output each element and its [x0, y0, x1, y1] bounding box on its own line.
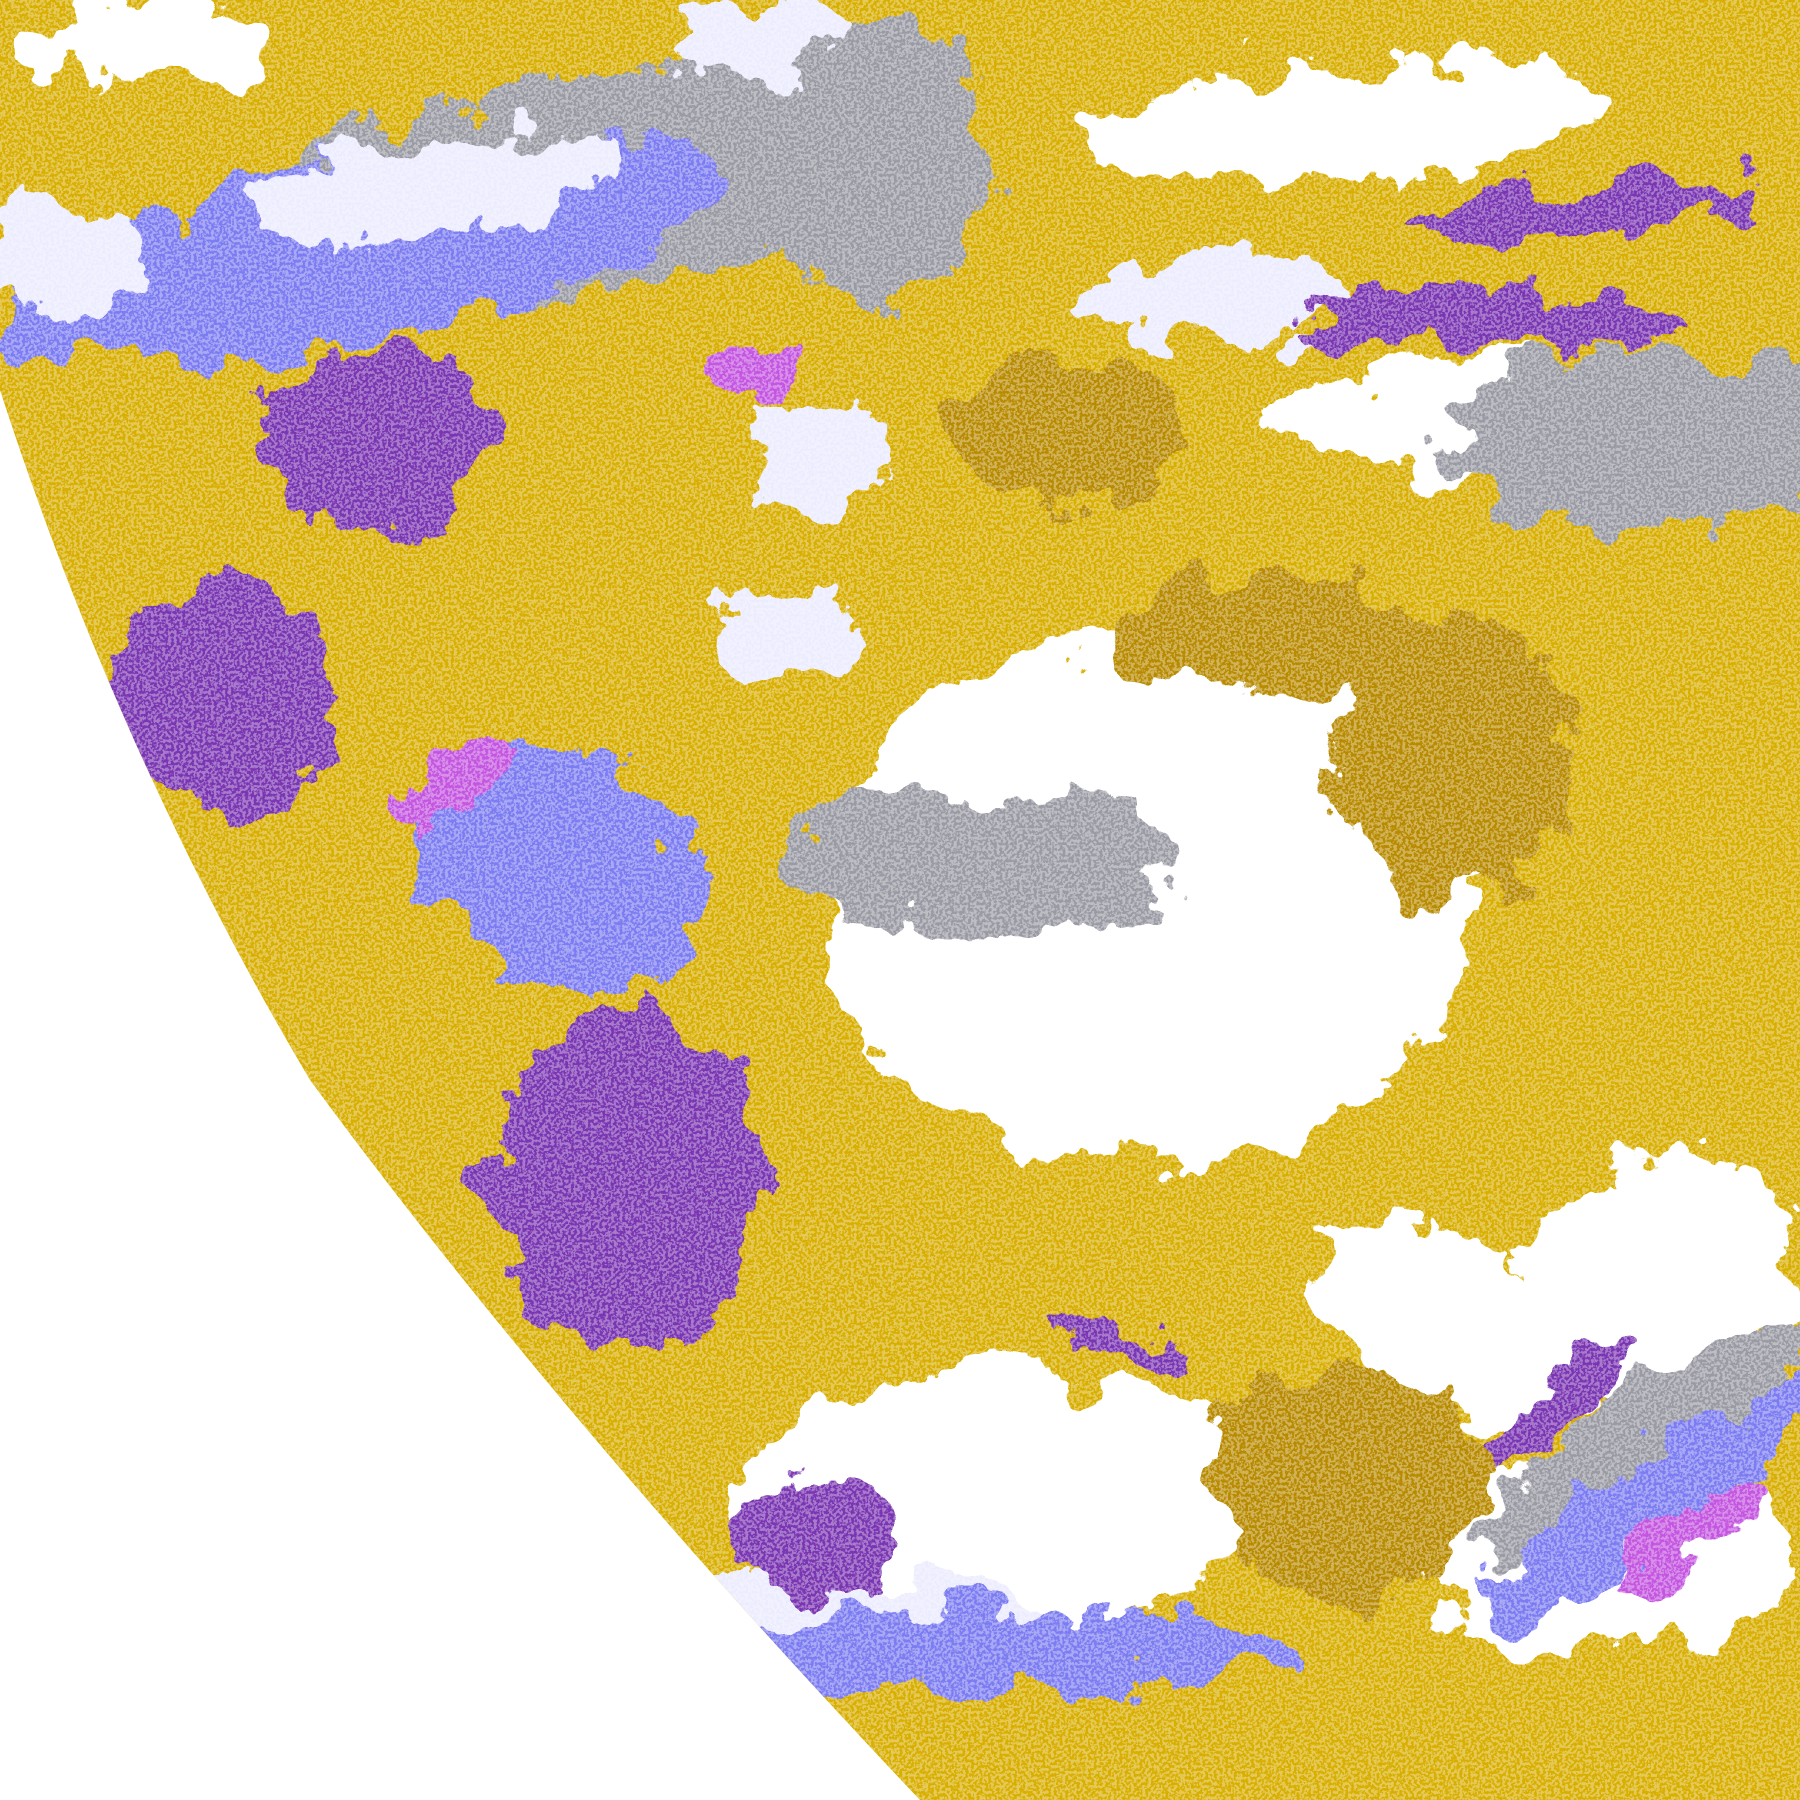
earth-disk [0, 0, 1800, 1800]
satellite-image [0, 0, 1800, 1800]
